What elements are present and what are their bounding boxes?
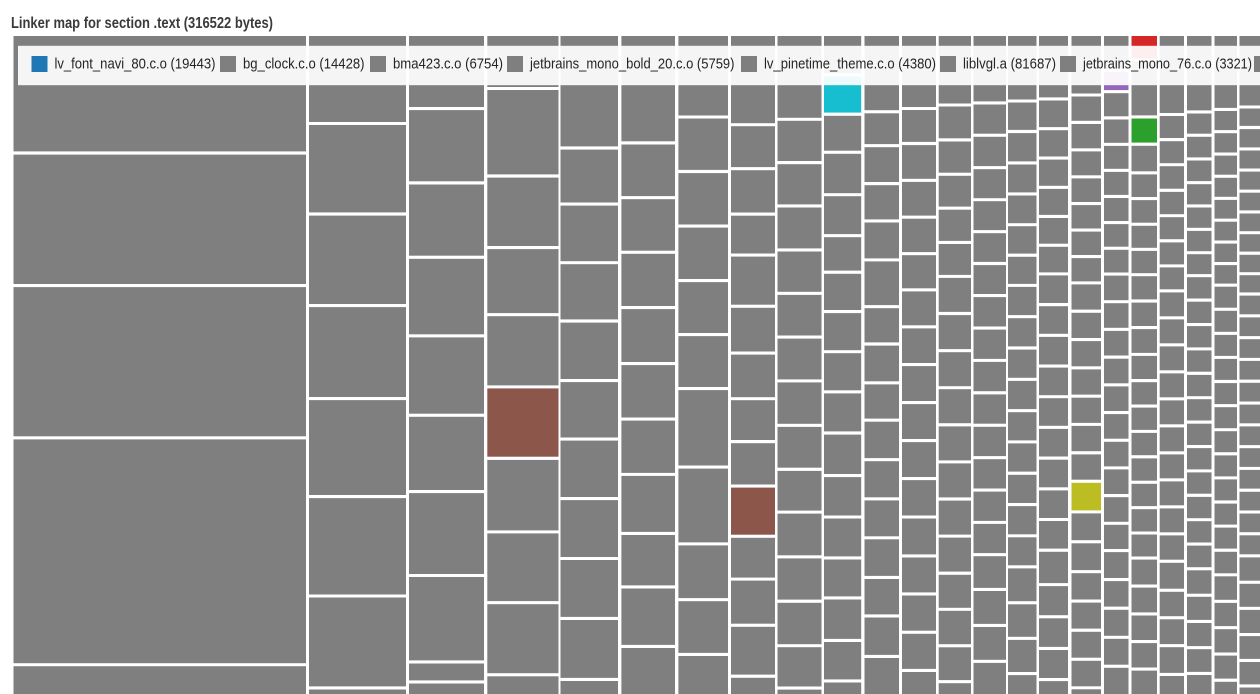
svg-text:lv_pinetime_theme.c.o (4380): lv_pinetime_theme.c.o (4380)	[764, 56, 936, 73]
svg-text:bg_clock.c.o (14428): bg_clock.c.o (14428)	[243, 56, 365, 73]
svg-text:liblvgl.a (81687): liblvgl.a (81687)	[963, 56, 1056, 73]
svg-text:lv_font_navi_80.c.o (19443): lv_font_navi_80.c.o (19443)	[55, 56, 216, 73]
svg-text:bma423.c.o (6754): bma423.c.o (6754)	[393, 56, 503, 73]
svg-text:Linker map for section .text (: Linker map for section .text (316522 byt…	[11, 15, 273, 32]
svg-text:jetbrains_mono_bold_20.c.o (57: jetbrains_mono_bold_20.c.o (5759)	[529, 56, 734, 73]
svg-text:jetbrains_mono_76.c.o (3321): jetbrains_mono_76.c.o (3321)	[1082, 56, 1252, 73]
